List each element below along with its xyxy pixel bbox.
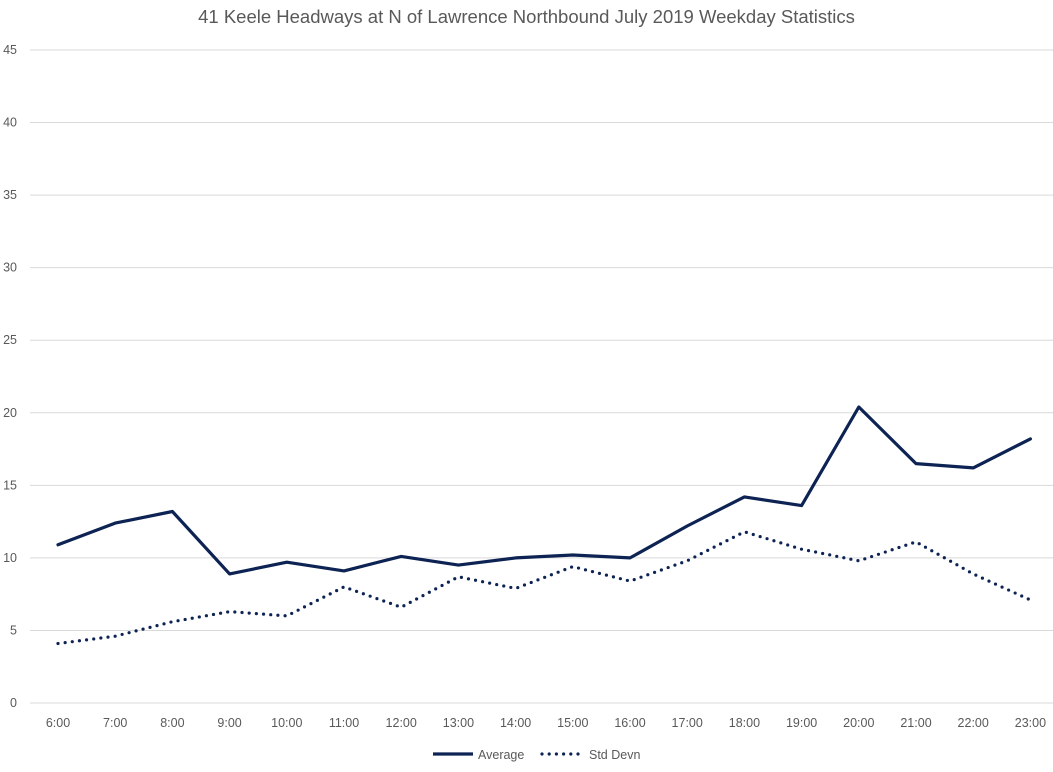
x-axis-ticks: 6:00 7:00 8:00 9:00 10:00 11:00 12:00 13:00 14:0…	[46, 716, 1046, 730]
x-tick-label: 13:00	[443, 716, 474, 730]
series-line-average	[56, 405, 1033, 576]
y-tick-label: 20	[3, 406, 17, 420]
legend-label: Average	[478, 748, 524, 762]
y-tick-label: 35	[3, 188, 17, 202]
y-tick-label: 45	[3, 43, 17, 57]
x-tick-label: 11:00	[329, 716, 359, 730]
y-axis-ticks: 0 5 10 15 20 25 30 35 40 45	[3, 43, 17, 710]
y-tick-label: 30	[3, 261, 17, 275]
x-tick-label: 21:00	[900, 716, 931, 730]
y-tick-label: 15	[3, 478, 17, 492]
x-tick-label: 23:00	[1015, 716, 1046, 730]
legend: Average Std Devn	[433, 748, 640, 762]
x-tick-label: 18:00	[729, 716, 760, 730]
series-lines	[56, 405, 1033, 646]
x-tick-label: 8:00	[160, 716, 184, 730]
x-tick-label: 16:00	[614, 716, 645, 730]
x-tick-label: 14:00	[500, 716, 531, 730]
legend-item: Average	[433, 748, 524, 762]
x-tick-label: 9:00	[217, 716, 241, 730]
y-tick-label: 5	[10, 623, 17, 637]
y-tick-label: 10	[3, 551, 17, 565]
y-tick-label: 40	[3, 116, 17, 130]
x-tick-label: 17:00	[672, 716, 703, 730]
x-tick-label: 20:00	[843, 716, 874, 730]
gridlines	[30, 49, 1053, 704]
legend-label: Std Devn	[589, 748, 640, 762]
x-tick-label: 7:00	[103, 716, 127, 730]
x-tick-label: 10:00	[271, 716, 302, 730]
x-tick-label: 22:00	[958, 716, 989, 730]
x-tick-label: 12:00	[386, 716, 417, 730]
y-tick-label: 25	[3, 333, 17, 347]
y-tick-label: 0	[10, 696, 17, 710]
legend-item: Std Devn	[540, 748, 640, 762]
chart-title: 41 Keele Headways at N of Lawrence North…	[198, 6, 855, 27]
x-tick-label: 6:00	[46, 716, 70, 730]
series-line-std-devn	[56, 530, 1033, 646]
x-tick-label: 19:00	[786, 716, 817, 730]
x-tick-label: 15:00	[557, 716, 588, 730]
